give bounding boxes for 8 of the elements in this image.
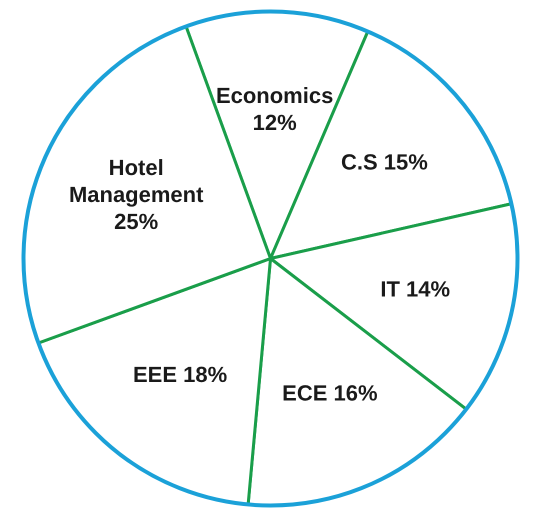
slice-label: Economics [216,82,334,108]
slice-label: Hotel Management [68,154,204,207]
data-label: 25% [114,208,158,234]
slice-label: ECE 16% [282,380,378,406]
slice-label: IT 14% [380,276,450,302]
data-label: 12% [252,110,297,135]
slice-label: EEE 18% [132,362,228,387]
slice-label: C.S 15% [340,150,428,175]
